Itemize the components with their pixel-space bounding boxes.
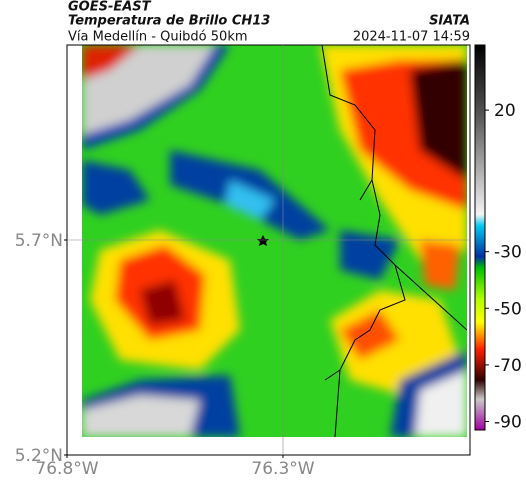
lon-tick-label: 76.3°W [251, 459, 314, 479]
map-frame [66, 44, 471, 456]
satellite-image [82, 45, 467, 437]
colorbar-tick-label: -70 [494, 356, 522, 376]
colorbar-tick-label: -50 [494, 299, 522, 319]
datetime: 2024-11-07 14:59 [353, 30, 470, 45]
colorbar-tick-label: -30 [494, 243, 522, 263]
colorbar [474, 44, 486, 431]
city-marker [257, 235, 269, 246]
route: Vía Medellín - Quibdó 50km [68, 30, 248, 45]
colorbar-tick-label: 20 [494, 101, 516, 121]
lat-tick-label: 5.7°N [15, 231, 63, 251]
satellite: GOES-EAST [68, 0, 152, 15]
source: SIATA [429, 14, 470, 29]
colorbar-tick-label: -90 [494, 413, 522, 433]
product: Temperatura de Brillo CH13 [68, 14, 270, 29]
lon-tick-label: 76.8°W [35, 459, 98, 479]
lat-tick-label: 5.2°N [15, 446, 63, 466]
